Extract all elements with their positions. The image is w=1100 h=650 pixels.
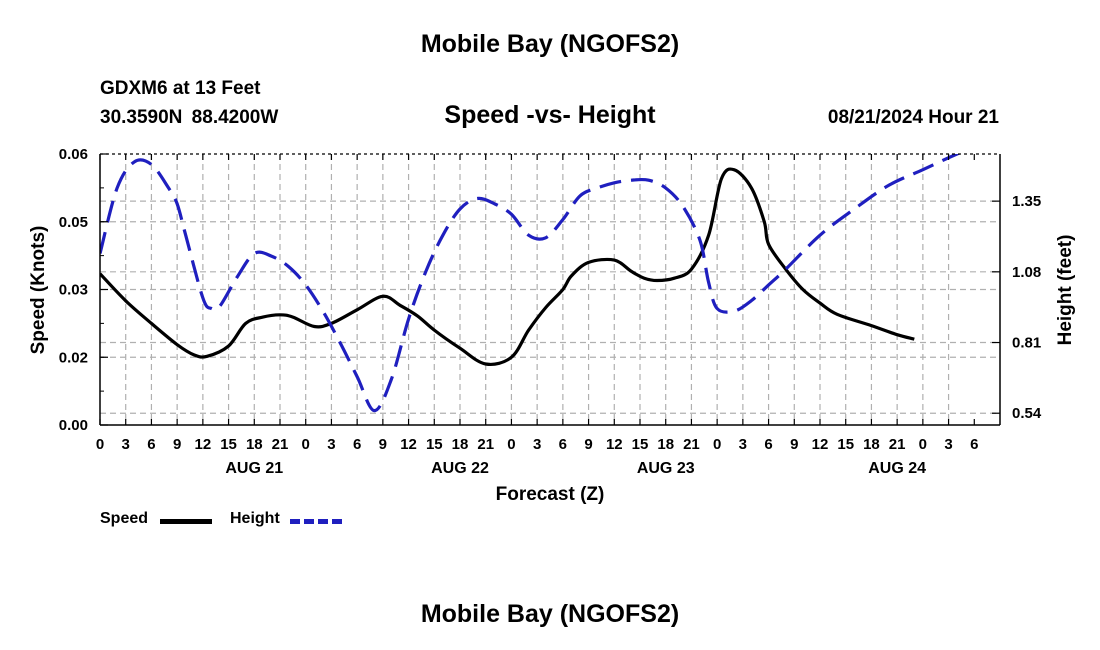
y-left-tick-label: 0.03 [59,282,88,299]
y-right-tick-label: 0.54 [1012,405,1042,422]
x-tick-label: 0 [507,436,515,453]
x-tick-label: 6 [970,436,978,453]
y-axis-right-label: Height (feet) [1055,235,1076,346]
x-tick-label: 18 [657,436,674,453]
x-tick-label: 0 [96,436,104,453]
x-tick-label: 3 [327,436,335,453]
x-tick-label: 3 [739,436,747,453]
x-tick-label: 15 [632,436,649,453]
x-tick-label: 6 [353,436,361,453]
y-right-tick-label: 1.08 [1012,264,1041,281]
x-tick-label: 3 [533,436,541,453]
grid [100,154,1000,425]
x-tick-label: 6 [764,436,772,453]
x-tick-label: 3 [122,436,130,453]
x-tick-label: 21 [477,436,494,453]
x-tick-label: 9 [790,436,798,453]
plot-frame [99,153,1001,426]
x-tick-label: 12 [812,436,829,453]
x-tick-label: 9 [173,436,181,453]
date-label: AUG 21 [225,460,283,477]
y-right-tick-label: 1.35 [1012,193,1041,210]
x-tick-label: 21 [683,436,700,453]
x-tick-label: 15 [837,436,854,453]
legend-height-swatch [290,519,342,524]
y-left-tick-label: 0.02 [59,349,88,366]
y-axis-left-label: Speed (Knots) [28,226,49,355]
page-title: Mobile Bay (NGOFS2) [420,30,680,58]
footer-title: Mobile Bay (NGOFS2) [420,600,680,628]
x-tick-label: 0 [919,436,927,453]
x-tick-label: 15 [426,436,443,453]
chart-title: Speed -vs- Height [444,101,656,129]
x-tick-label: 18 [863,436,880,453]
date-label: AUG 24 [868,460,926,477]
x-tick-label: 6 [147,436,155,453]
legend-speed-label: Speed [100,510,149,527]
x-tick-label: 0 [302,436,310,453]
date-label: AUG 22 [431,460,489,477]
x-tick-label: 21 [272,436,289,453]
height-series-line [100,154,962,413]
legend-height-label: Height [230,510,280,527]
x-tick-label: 3 [944,436,952,453]
x-tick-label: 6 [559,436,567,453]
x-tick-label: 12 [195,436,212,453]
x-tick-label: 15 [220,436,237,453]
x-axis-label: Forecast (Z) [496,484,605,505]
y-left-tick-label: 0.00 [59,417,88,434]
y-left-tick-label: 0.06 [59,146,88,163]
timestamp-label: 08/21/2024 Hour 21 [827,107,999,128]
x-tick-label: 0 [713,436,721,453]
series-layer [100,154,962,413]
x-tick-label: 12 [400,436,417,453]
station-label: GDXM6 at 13 Feet [100,78,261,99]
axis-ticks: 0 3 6 9 12 15 18 21 0 3 6 9 12 15 18 21 0 3 6 9 12 15 18 21 0 3 6 9… [59,146,1042,477]
x-tick-label: 18 [452,436,469,453]
y-left-tick-label: 0.05 [59,214,88,231]
x-tick-label: 9 [379,436,387,453]
legend-speed-swatch [160,519,212,524]
x-tick-label: 12 [606,436,623,453]
coordinates-label: 30.3590N 88.4200W [100,107,279,128]
y-right-tick-label: 0.81 [1012,335,1041,352]
x-tick-label: 18 [246,436,263,453]
x-tick-label: 9 [584,436,592,453]
speed-series-line [100,167,915,366]
x-tick-label: 21 [889,436,906,453]
date-label: AUG 23 [637,460,695,477]
